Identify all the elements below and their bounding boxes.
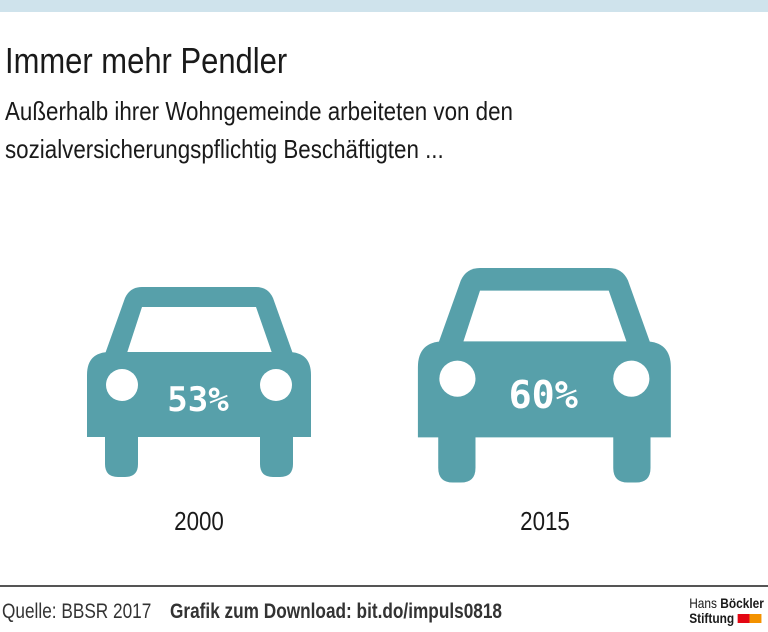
- top-band: [0, 0, 768, 12]
- car-body: [87, 352, 311, 437]
- logo-hans: Hans: [689, 595, 718, 611]
- source-text: Quelle: BBSR 2017: [2, 600, 152, 623]
- year-label-2000: 2000: [174, 506, 224, 536]
- headlight-right: [260, 369, 292, 401]
- car-window: [127, 307, 272, 353]
- footer-divider: [0, 585, 768, 587]
- car-icon-2015: 60%: [417, 267, 671, 483]
- car-wheel-left: [438, 429, 476, 483]
- subtitle-line-2: sozialversicherungspflichtig Beschäftigt…: [5, 134, 444, 164]
- value-label: 60%: [509, 373, 578, 418]
- value-label: 53%: [167, 380, 229, 420]
- page-title: Immer mehr Pendler: [5, 40, 288, 81]
- car-body: [417, 341, 671, 438]
- subtitle-line-1: Außerhalb ihrer Wohngemeinde arbeiteten …: [5, 96, 513, 126]
- headlight-left: [106, 369, 138, 401]
- headlight-left: [439, 360, 476, 397]
- logo-orange-block: [749, 614, 762, 623]
- download-link[interactable]: Grafik zum Download: bit.do/impuls0818: [170, 600, 503, 623]
- car-wheel-left: [105, 430, 138, 477]
- year-label-2015: 2015: [520, 506, 570, 536]
- car-window: [463, 290, 627, 343]
- car-wheel-right: [613, 429, 651, 483]
- logo-boeckler: Böckler: [720, 595, 764, 611]
- headlight-right: [613, 360, 650, 397]
- hans-boeckler-logo: Hans Böckler Stiftung: [689, 596, 764, 626]
- car-icon-2000: 53%: [87, 287, 311, 477]
- car-wheel-right: [260, 430, 293, 477]
- logo-stiftung: Stiftung: [689, 610, 735, 626]
- logo-red-block: [737, 614, 750, 623]
